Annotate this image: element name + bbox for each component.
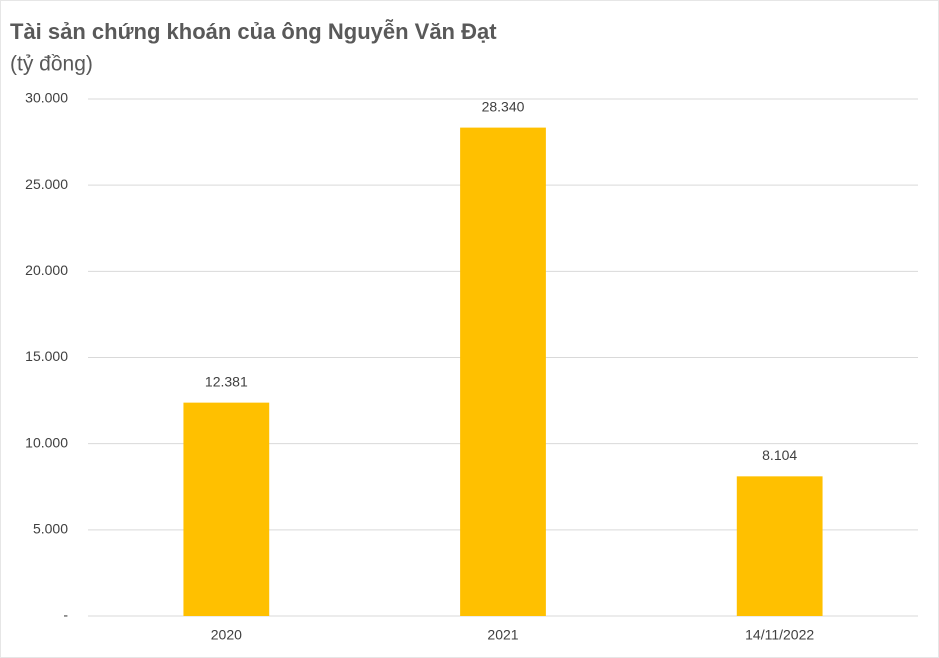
y-tick-label: 10.000 xyxy=(25,434,68,450)
bar xyxy=(460,127,546,616)
bar xyxy=(736,476,823,616)
chart-title: Tài sản chứng khoán của ông Nguyễn Văn Đ… xyxy=(10,19,497,44)
x-tick-label: 14/11/2022 xyxy=(745,627,814,643)
x-tick-label: 2020 xyxy=(211,627,242,643)
y-tick-label: 20.000 xyxy=(25,262,68,278)
y-tick-label: 15.000 xyxy=(25,348,68,364)
y-tick-label: - xyxy=(63,607,68,623)
y-tick-label: 5.000 xyxy=(33,521,68,537)
chart-subtitle: (tỷ đồng) xyxy=(10,53,93,76)
data-label: 28.340 xyxy=(482,98,525,114)
bar xyxy=(183,402,270,616)
y-tick-label: 30.000 xyxy=(25,90,68,106)
x-tick-label: 2021 xyxy=(487,627,518,643)
data-label: 8.104 xyxy=(762,447,797,463)
data-label: 12.381 xyxy=(205,373,248,389)
y-tick-label: 25.000 xyxy=(25,176,68,192)
